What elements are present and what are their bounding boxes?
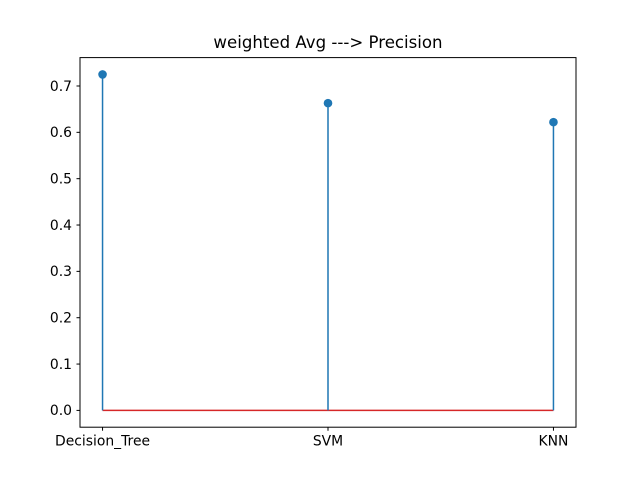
y-tick-label: 0.4 xyxy=(50,218,72,234)
x-tick-label: SVM xyxy=(313,434,343,450)
y-tick-label: 0.3 xyxy=(50,264,72,280)
stem-marker xyxy=(323,98,333,108)
y-tick-label: 0.0 xyxy=(50,403,72,419)
y-tick-label: 0.7 xyxy=(50,79,72,95)
y-tick-label: 0.2 xyxy=(50,311,72,327)
x-tick-label: Decision_Tree xyxy=(55,434,150,450)
y-tick-label: 0.5 xyxy=(50,171,72,187)
stem-marker xyxy=(549,117,558,127)
chart-title: weighted Avg ---> Precision xyxy=(213,33,442,52)
axes-layer: 0.0 0.1 0.2 0.3 0.4 0.5 0.6 0.7 Decision_Tree SVM… xyxy=(50,57,577,450)
y-tick-label: 0.1 xyxy=(50,357,72,373)
y-tick-label: 0.6 xyxy=(50,125,72,141)
x-tick-label: KNN xyxy=(539,434,569,450)
stem-marker xyxy=(98,70,107,79)
data-layer xyxy=(98,70,558,412)
